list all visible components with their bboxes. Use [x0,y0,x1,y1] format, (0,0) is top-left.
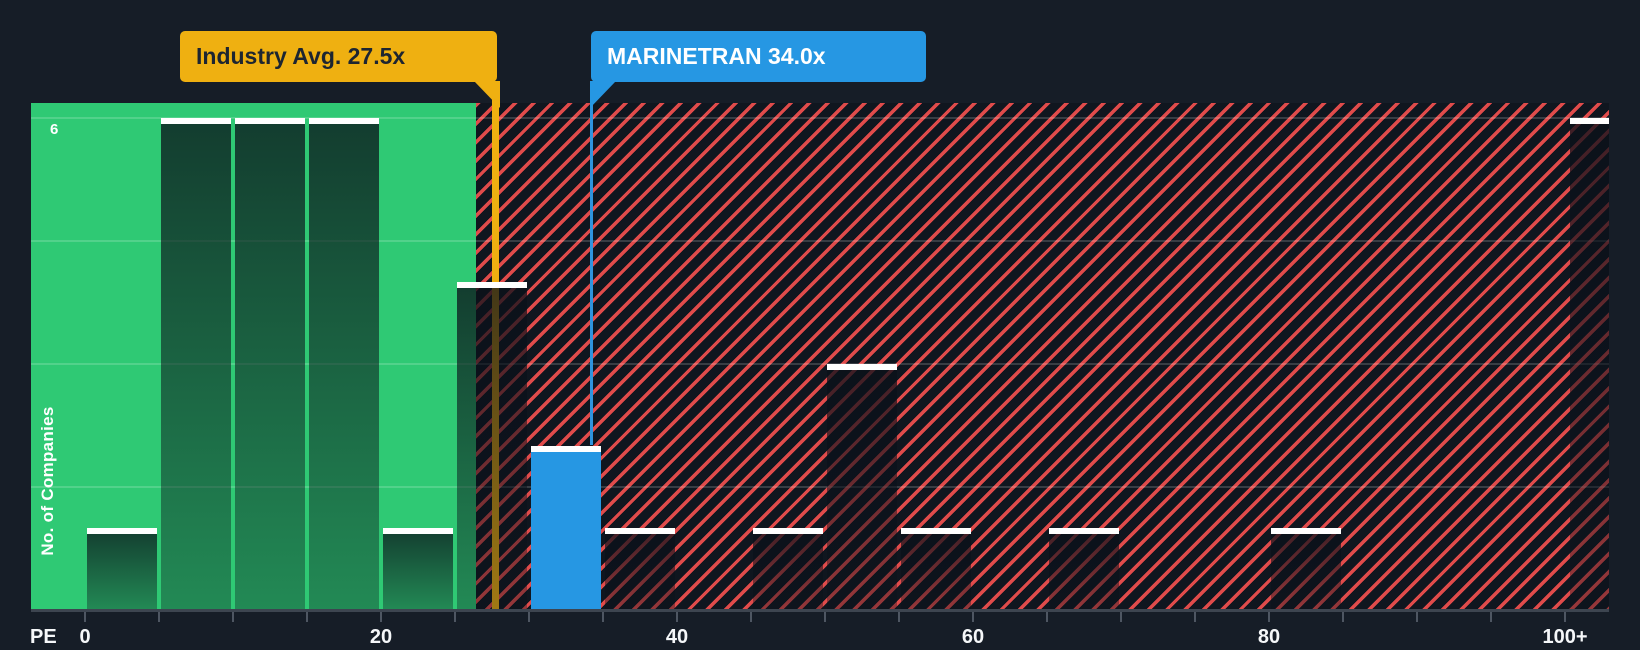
bar-top-cap [457,282,527,288]
histogram-bar[interactable] [87,528,157,610]
x-tick [972,612,974,622]
bar-top-cap [1271,528,1341,534]
x-tick [454,612,456,622]
y-max-label: 6 [50,121,59,138]
bar-top-cap [235,118,305,124]
histogram-bar[interactable] [457,282,527,610]
x-tick [750,612,752,622]
industry-avg-callout: Industry Avg. 27.5x [180,31,497,82]
histogram-bar[interactable] [1271,528,1341,610]
histogram-bar[interactable] [383,528,453,610]
bar-top-cap [161,118,231,124]
x-tick [1120,612,1122,622]
x-tick [1490,612,1492,622]
x-tick [380,612,382,622]
x-tick [528,612,530,622]
bar-top-cap [87,528,157,534]
x-tick [1268,612,1270,622]
histogram-bar[interactable] [161,118,231,610]
x-tick [602,612,604,622]
x-tick [1416,612,1418,622]
company-callout: MARINETRAN 34.0x [591,31,926,82]
x-tick-label: 40 [665,626,689,648]
bar-top-cap [827,364,897,370]
bar-top-cap [605,528,675,534]
gridline [31,486,1609,488]
gridline [31,363,1609,365]
industry-avg-callout-label: Industry Avg. 27.5x [196,43,406,69]
x-tick-label: 20 [369,626,393,648]
histogram-bar[interactable] [753,528,823,610]
histogram-bar[interactable] [309,118,379,610]
x-tick [84,612,86,622]
x-tick-label: 80 [1257,626,1281,648]
bar-top-cap [753,528,823,534]
bar-top-cap [383,528,453,534]
bar-top-cap [1570,118,1609,124]
histogram-bar[interactable] [901,528,971,610]
x-tick [1342,612,1344,622]
x-tick [1564,612,1566,622]
bar-top-cap [1049,528,1119,534]
x-tick-label: 60 [961,626,985,648]
histogram-bar[interactable] [1570,118,1609,610]
x-axis-line [31,609,1609,612]
x-tick [898,612,900,622]
company-callout-label: MARINETRAN 34.0x [607,43,826,69]
histogram-bar[interactable] [827,364,897,610]
bar-top-cap [309,118,379,124]
x-tick [306,612,308,622]
x-axis-title: PE [30,626,57,648]
x-tick [1046,612,1048,622]
x-tick [676,612,678,622]
x-tick [158,612,160,622]
above-average-region [476,103,1609,610]
bar-top-cap [531,446,601,452]
x-tick [1194,612,1196,622]
company-histogram-bar[interactable] [531,446,601,610]
gridline [31,117,1609,119]
x-tick [232,612,234,622]
y-axis-title: No. of Companies [38,406,57,556]
x-tick-label: 100+ [1542,626,1588,648]
histogram-bar[interactable] [605,528,675,610]
company-line [590,82,593,445]
bar-top-cap [901,528,971,534]
gridline [31,240,1609,242]
histogram-bar[interactable] [235,118,305,610]
x-tick [824,612,826,622]
x-tick-label: 0 [79,626,91,648]
histogram-bar[interactable] [1049,528,1119,610]
